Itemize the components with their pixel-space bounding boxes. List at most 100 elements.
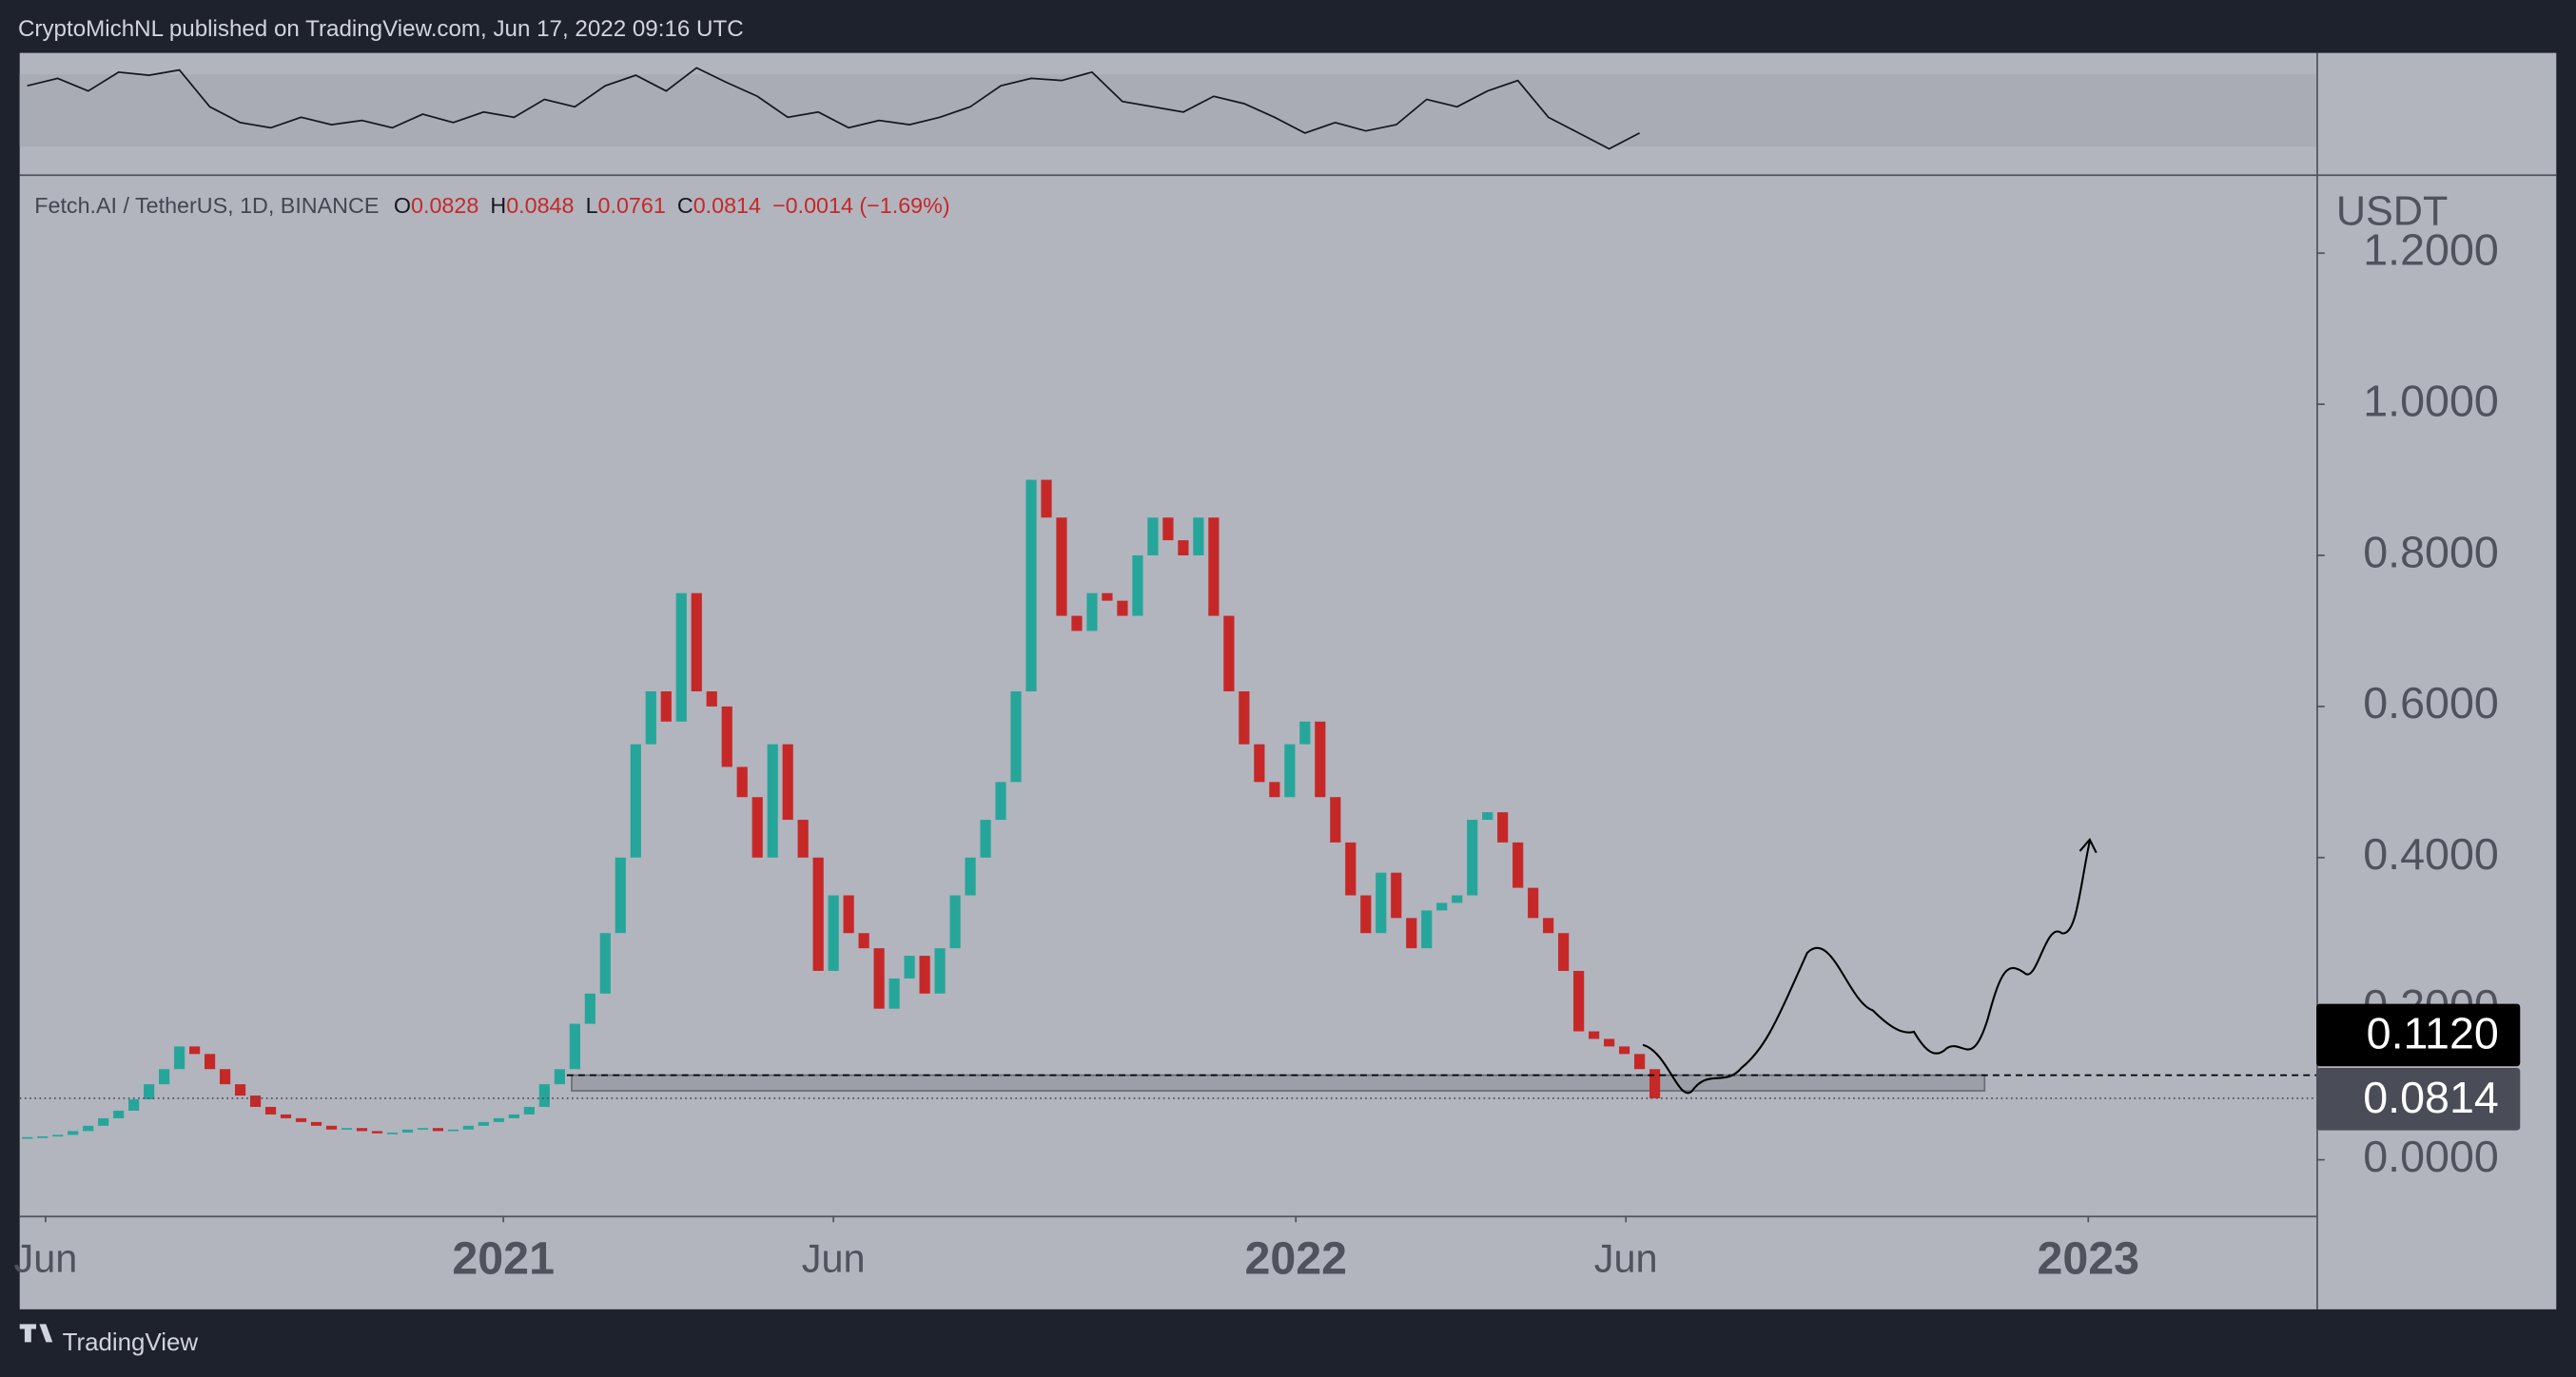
currency: USDT [2336, 188, 2448, 234]
candle [159, 1069, 170, 1085]
candle [1452, 895, 1463, 903]
candle [1223, 615, 1235, 692]
candle [554, 1069, 565, 1085]
price-label: 0.1120 [2367, 1008, 2499, 1057]
candle [1193, 517, 1204, 555]
candle [128, 1099, 140, 1111]
candle [1254, 744, 1265, 783]
candle [144, 1084, 155, 1100]
candle [615, 857, 626, 934]
candle [1467, 820, 1478, 896]
candle [645, 691, 656, 745]
candle [98, 1117, 109, 1126]
legend-change: −0.0014 (−1.69%) [772, 193, 950, 218]
candle [1117, 600, 1128, 616]
legend-label: H [490, 193, 506, 218]
candle [1482, 812, 1493, 821]
price-label-box [2316, 1067, 2521, 1131]
candle [1284, 744, 1296, 798]
candle [22, 1136, 33, 1139]
candle [417, 1128, 429, 1130]
candle [1162, 517, 1174, 541]
x-tick-label: 2021 [452, 1233, 555, 1285]
candle [1543, 918, 1554, 934]
candle [1589, 1031, 1600, 1039]
candle [584, 993, 595, 1024]
candle [219, 1069, 231, 1085]
candle [538, 1084, 550, 1107]
candle [1239, 691, 1250, 745]
candle [812, 857, 824, 971]
candle [1436, 902, 1448, 911]
candle [325, 1125, 338, 1130]
candle [599, 933, 611, 994]
candle [52, 1135, 64, 1137]
x-tick-label: Jun [802, 1236, 866, 1281]
x-tick-label: 2022 [1244, 1233, 1347, 1285]
candle [1391, 872, 1402, 919]
price-label: 0.0814 [2363, 1073, 2499, 1122]
candle [280, 1114, 292, 1118]
candle [1634, 1054, 1646, 1070]
candle [1619, 1046, 1630, 1055]
candle [949, 895, 961, 949]
legend-value: 0.0814 [693, 193, 761, 218]
candle [1086, 592, 1098, 631]
candle [310, 1121, 322, 1126]
candle [569, 1023, 580, 1070]
candle [1360, 895, 1372, 934]
legend-label: O [394, 193, 411, 218]
y-tick-label: 0.6000 [2363, 678, 2499, 727]
x-tick-label: Jun [1594, 1236, 1658, 1281]
y-tick-label: 1.2000 [2363, 225, 2499, 275]
candle [1025, 479, 1037, 692]
candle [1071, 615, 1083, 631]
indicator-band [19, 74, 2317, 147]
y-tick-label: 0.0000 [2363, 1132, 2499, 1181]
candle [1132, 554, 1143, 616]
candle [736, 766, 748, 798]
y-tick-label: 1.0000 [2363, 376, 2499, 425]
legend-label: L [586, 193, 598, 218]
candle [249, 1096, 262, 1107]
candle [767, 744, 778, 858]
candle [751, 797, 763, 858]
candle [1178, 540, 1189, 555]
candle [1376, 872, 1387, 934]
candle [691, 592, 702, 692]
candle [904, 956, 915, 979]
candle [174, 1046, 185, 1070]
candle [68, 1131, 79, 1135]
candle [1208, 517, 1220, 616]
candle [1299, 721, 1311, 745]
candle [462, 1125, 475, 1130]
candle [1269, 782, 1280, 798]
candle [478, 1121, 489, 1126]
candle [843, 895, 854, 934]
candle [1497, 812, 1509, 843]
legend-value: 0.0828 [411, 193, 478, 218]
candle [356, 1128, 368, 1132]
candle [1604, 1038, 1615, 1047]
candle [828, 895, 839, 971]
x-tick-label: 2023 [2038, 1233, 2140, 1285]
chart-area [19, 52, 2557, 1309]
candle [630, 744, 641, 858]
candle [995, 782, 1006, 821]
candle [432, 1128, 444, 1132]
candle [113, 1110, 125, 1118]
candle [37, 1135, 49, 1138]
candle [1528, 887, 1539, 919]
price-label-box [2316, 1003, 2521, 1067]
footer-brand: TradingView [63, 1329, 199, 1356]
forecast-arrow [2078, 838, 2098, 854]
candle [1041, 479, 1052, 518]
candle [1512, 842, 1524, 888]
legend: Fetch.AI / TetherUS, 1D, BINANCE O0.0828 H… [34, 193, 949, 218]
indicator-line [27, 67, 1640, 150]
candle [675, 592, 687, 722]
candle [965, 857, 976, 896]
